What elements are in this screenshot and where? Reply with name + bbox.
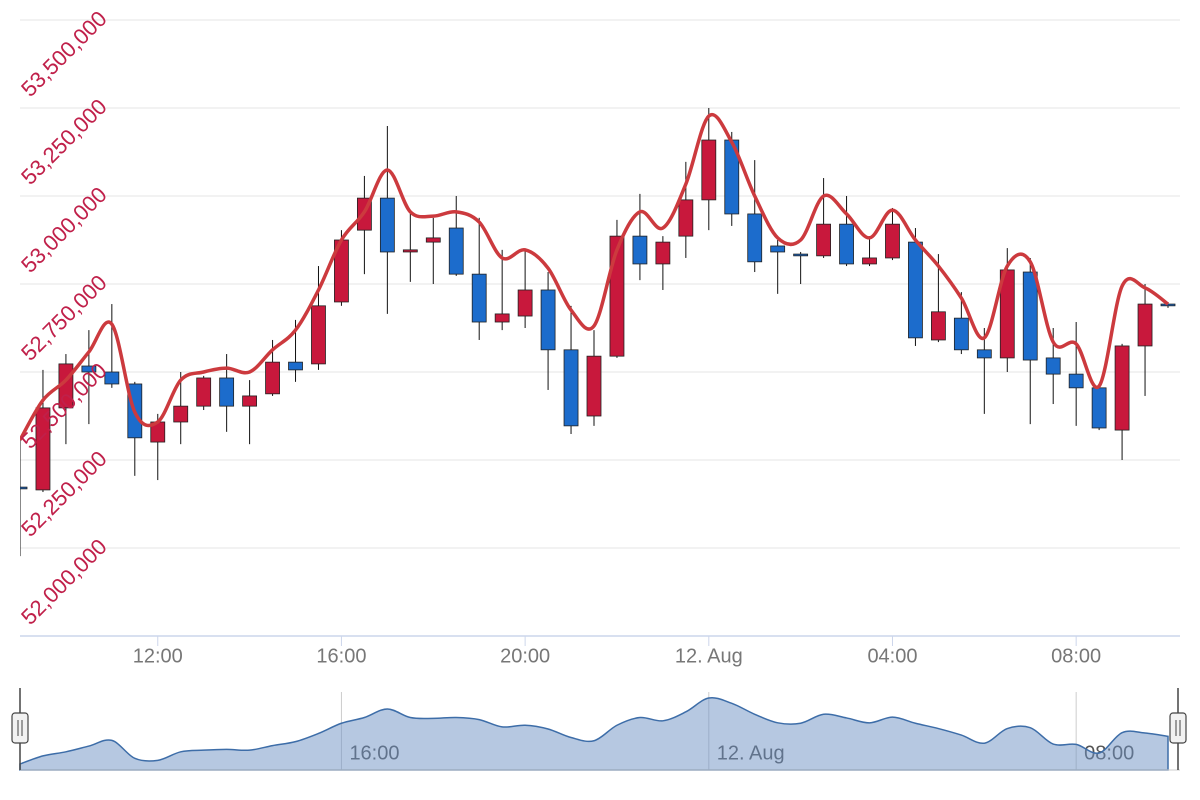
navigator-handle bbox=[1169, 712, 1187, 744]
candle-body bbox=[379, 197, 395, 253]
candle-body bbox=[517, 289, 533, 317]
navigator-handle bbox=[11, 712, 29, 744]
candle-body bbox=[494, 313, 510, 323]
candle-body bbox=[816, 223, 831, 257]
candle-body bbox=[1137, 303, 1153, 347]
candle-body bbox=[885, 223, 900, 259]
x-tick-label: 20:00 bbox=[500, 645, 550, 667]
candle-body bbox=[747, 213, 763, 263]
x-tick-label: 04:00 bbox=[867, 645, 917, 667]
candle-body bbox=[976, 349, 992, 359]
candle-body bbox=[242, 395, 258, 407]
candle-body bbox=[425, 237, 441, 243]
spline-line bbox=[20, 112, 1170, 441]
plot-area bbox=[20, 108, 1176, 557]
candle-body bbox=[908, 241, 923, 339]
candle-body bbox=[219, 377, 235, 407]
x-tick-label: 12:00 bbox=[133, 645, 183, 667]
candle-body bbox=[104, 371, 120, 385]
candle-body bbox=[1022, 271, 1038, 361]
x-tick-label: 08:00 bbox=[1051, 645, 1101, 667]
candle-body bbox=[563, 349, 579, 427]
candle-body bbox=[265, 361, 280, 395]
x-tick-label: 16:00 bbox=[316, 645, 366, 667]
candle-body bbox=[678, 199, 694, 237]
candle-body bbox=[448, 227, 464, 275]
candle-body bbox=[839, 223, 854, 265]
candle-body bbox=[701, 139, 717, 201]
candle-body bbox=[1160, 303, 1176, 307]
navigator-area bbox=[19, 696, 1169, 771]
candle-body bbox=[632, 235, 648, 265]
candle-body bbox=[1068, 373, 1084, 389]
candle-body bbox=[81, 365, 97, 373]
candle-body bbox=[20, 486, 28, 490]
x-tick-label: 12. Aug bbox=[675, 645, 743, 667]
candle-body bbox=[953, 317, 969, 351]
candle-body bbox=[402, 249, 418, 253]
candle-body bbox=[471, 273, 487, 323]
candle-body bbox=[862, 257, 877, 265]
candle-body bbox=[1045, 357, 1061, 375]
candle-body bbox=[35, 407, 51, 491]
candle-body bbox=[793, 253, 809, 257]
candle-body bbox=[770, 245, 786, 253]
candle-body bbox=[288, 361, 303, 371]
candle-body bbox=[311, 305, 326, 365]
candle-body bbox=[586, 355, 602, 417]
candle-body bbox=[173, 405, 189, 423]
candle-body bbox=[1114, 345, 1130, 431]
candle-body bbox=[931, 311, 946, 341]
candle-body bbox=[655, 241, 671, 265]
candle-body bbox=[540, 289, 556, 351]
candle-body bbox=[196, 377, 212, 407]
candle-body bbox=[1091, 387, 1107, 429]
